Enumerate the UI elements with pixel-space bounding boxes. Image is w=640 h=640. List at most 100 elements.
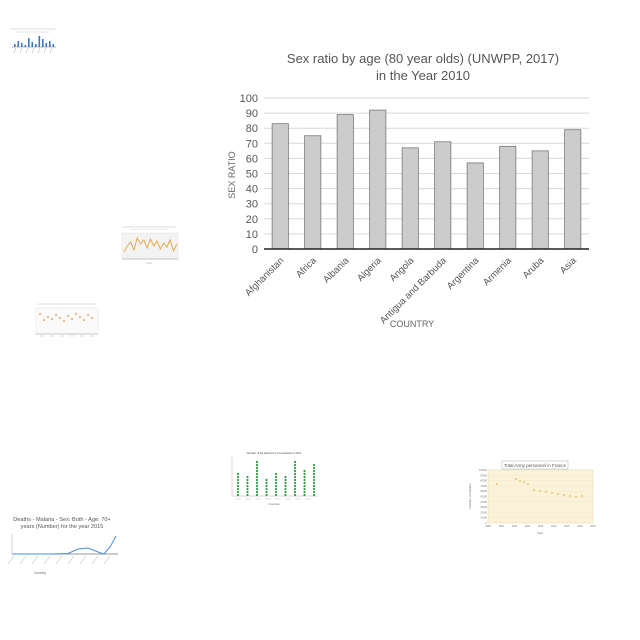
- green-dot: [293, 469, 297, 473]
- army-y-tick: 0: [486, 522, 488, 525]
- thumbnail-scatter-points: [39, 313, 93, 322]
- thumb-bar: [38, 36, 41, 47]
- bar-antigua-and-barbuda: [434, 141, 452, 250]
- thumb-scatter-point: [67, 315, 69, 317]
- green-dot: [303, 490, 306, 494]
- thumb-scatter-point: [43, 319, 45, 321]
- x-tick-albania: Albania: [321, 255, 352, 286]
- thumb-scatter-point: [39, 313, 41, 315]
- army-thumb-title: Total Army personnel in France: [504, 463, 567, 468]
- army-point: [581, 495, 583, 497]
- y-tick-90: 90: [246, 108, 258, 120]
- thumb-bar: [31, 42, 34, 47]
- x-tick-armenia: Armenia: [481, 255, 514, 288]
- thumbnail-line-chart: [121, 226, 179, 264]
- y-axis-label: SEX RATIO: [227, 151, 237, 198]
- bar-algeria: [369, 109, 387, 250]
- thumb-bar: [17, 41, 20, 47]
- thumb-scatter-point: [59, 317, 61, 319]
- army-thumb-ylabel: Number of soldiers: [468, 483, 472, 509]
- green-dot: [236, 490, 240, 494]
- green-dot: [265, 481, 268, 485]
- green-dot: [236, 487, 240, 491]
- green-dot: [303, 472, 306, 476]
- x-axis-label: COUNTRY: [390, 319, 434, 329]
- green-dot: [236, 493, 240, 497]
- army-point: [519, 480, 521, 482]
- y-tick-40: 40: [246, 184, 258, 196]
- bar-africa: [304, 135, 322, 250]
- y-tick-20: 20: [246, 214, 258, 226]
- army-y-tick: 100000: [479, 469, 488, 472]
- army-x-tick: 1990: [498, 525, 504, 528]
- green-thumb-xlabel: Countries: [268, 502, 280, 506]
- x-tick-algeria: Algeria: [355, 255, 384, 284]
- green-dot: [312, 469, 316, 473]
- green-dot: [246, 493, 249, 497]
- green-dot: [312, 472, 316, 476]
- thumbnail-malaria-chart: Deaths - Malaria - Sex: Both - Age: 70+ …: [7, 517, 118, 575]
- y-tick-80: 80: [246, 123, 258, 135]
- green-dot: [255, 472, 259, 476]
- army-thumb-xlabel: Year: [537, 531, 543, 535]
- green-dot: [303, 493, 306, 497]
- army-point: [575, 496, 577, 498]
- green-dot: [274, 478, 278, 482]
- thumbnail-army-chart: Total Army personnel in France 100000900…: [468, 460, 596, 535]
- green-dot: [284, 478, 287, 482]
- green-dot: [284, 484, 287, 488]
- army-x-tick: 2025: [590, 525, 596, 528]
- thumb-scatter-point: [83, 319, 85, 321]
- bar-afghanistan: [271, 123, 289, 250]
- y-tick-30: 30: [246, 199, 258, 211]
- army-point: [557, 493, 559, 495]
- thumb-bar: [42, 39, 44, 47]
- army-point: [545, 491, 547, 493]
- green-dot: [236, 472, 240, 476]
- green-dot: [303, 484, 306, 488]
- thumb-bar: [52, 44, 55, 47]
- army-points: [496, 478, 583, 498]
- army-point: [527, 483, 529, 485]
- thumbnail-green-dot-chart: Number of big lettuces by 1st semester i…: [231, 451, 318, 506]
- army-point: [496, 483, 498, 485]
- y-tick-labels: 0 10 20 30 40 50 60 70 80 90 100: [240, 93, 258, 256]
- y-tick-0: 0: [252, 244, 258, 256]
- green-dot: [255, 466, 259, 470]
- green-dot: [265, 490, 268, 494]
- green-dot: [274, 484, 278, 488]
- green-dot: [255, 481, 259, 485]
- thumb-bar: [24, 45, 27, 47]
- green-thumb-title: Number of big lettuces by 1st semester i…: [247, 451, 302, 455]
- thumb-bar: [28, 38, 30, 47]
- thumbnail-bar-chart: [10, 28, 56, 54]
- y-tick-100: 100: [240, 93, 258, 105]
- green-dot: [293, 460, 297, 464]
- green-dot: [265, 484, 268, 488]
- green-dot: [284, 475, 287, 479]
- army-point: [551, 492, 553, 494]
- army-x-tick: 2015: [564, 525, 570, 528]
- thumb-scatter-point: [51, 318, 53, 320]
- malaria-thumb-xlabel: Country: [34, 571, 47, 575]
- army-y-tick-labels: 1000009000080000700006000050000400003000…: [479, 469, 488, 525]
- thumb-scatter-point: [87, 314, 89, 316]
- green-dot: [293, 487, 297, 491]
- y-tick-10: 10: [246, 229, 258, 241]
- army-x-tick: 1985: [485, 525, 491, 528]
- green-dot: [255, 478, 259, 482]
- army-x-tick: 2000: [525, 525, 531, 528]
- green-dot: [236, 484, 240, 488]
- thumb-bar: [35, 44, 37, 47]
- green-dot: [284, 487, 287, 491]
- green-dot: [255, 475, 259, 479]
- bar-albania: [336, 114, 354, 250]
- bar-argentina: [466, 162, 484, 250]
- army-y-tick: 40000: [480, 501, 487, 504]
- thumbnail-bars: [14, 36, 55, 47]
- y-tick-60: 60: [246, 153, 258, 165]
- army-y-tick: 50000: [480, 496, 487, 499]
- thumb-bar: [21, 43, 23, 47]
- army-gridlines: [488, 469, 593, 524]
- green-dot: [274, 475, 278, 479]
